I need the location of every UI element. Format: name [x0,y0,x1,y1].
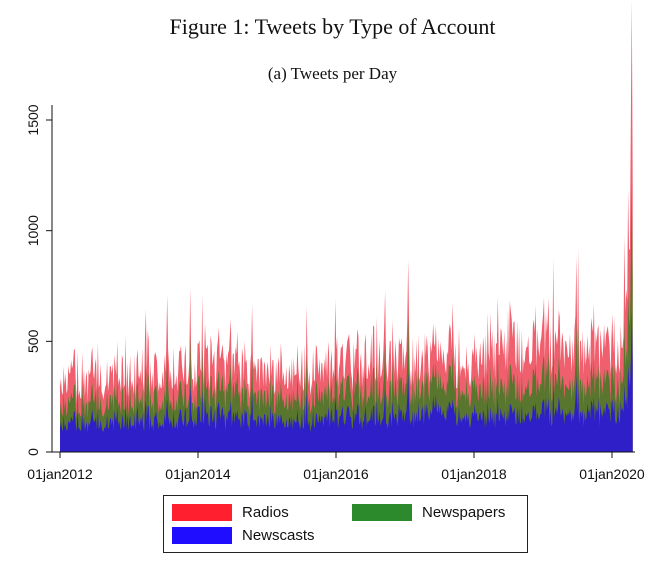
legend-label-newspapers: Newspapers [422,504,506,521]
legend-item-newscasts: Newscasts [172,527,315,544]
figure-subtitle: (a) Tweets per Day [267,64,398,83]
x-tick-label: 01jan2018 [441,466,507,482]
x-tick-label: 01jan2016 [303,466,369,482]
area-newscasts [60,310,633,452]
y-tick-label: 1500 [25,104,41,135]
figure-title: Figure 1: Tweets by Type of Account [169,14,496,39]
y-tick-label: 1000 [25,215,41,246]
legend-item-newspapers: Newspapers [352,504,505,521]
legend-item-radios: Radios [172,504,289,521]
x-tick-label: 01jan2012 [27,466,93,482]
legend-swatch-newscasts [172,527,232,544]
legend-swatch-newspapers [352,504,412,521]
legend-label-radios: Radios [242,504,289,521]
legend-swatch-radios [172,504,232,521]
x-tick-label: 01jan2014 [165,466,231,482]
y-tick-label: 500 [25,329,41,353]
chart-legend: Radios Newspapers Newscasts [163,495,528,553]
legend-label-newscasts: Newscasts [242,527,315,544]
x-tick-label: 01jan2020 [579,466,645,482]
y-tick-label: 0 [25,448,41,456]
